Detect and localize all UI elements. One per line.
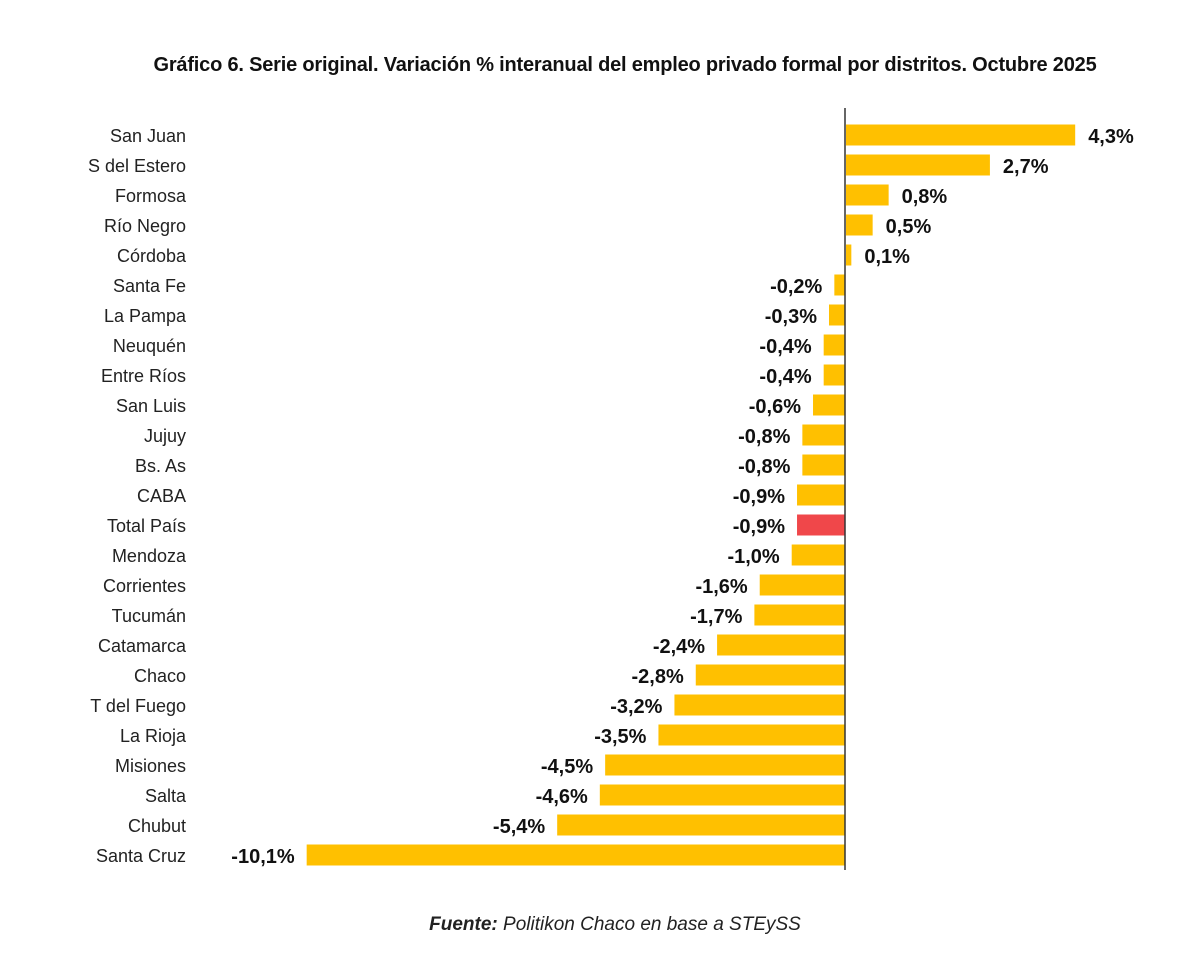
data-label: -0,3% — [765, 306, 817, 328]
data-label: 0,8% — [902, 186, 948, 208]
data-label: -3,5% — [594, 726, 646, 748]
bar — [599, 784, 845, 806]
bar — [829, 304, 845, 326]
category-label: Tucumán — [112, 606, 186, 626]
bar — [605, 754, 845, 776]
category-label: Bs. As — [135, 456, 186, 476]
category-label: CABA — [137, 486, 186, 506]
data-label: -0,4% — [759, 336, 811, 358]
bar — [759, 574, 845, 596]
category-label: Mendoza — [112, 546, 187, 566]
data-label: -0,8% — [738, 426, 790, 448]
data-label: -1,6% — [695, 576, 747, 598]
category-label: T del Fuego — [90, 696, 186, 716]
data-label: -1,7% — [690, 606, 742, 628]
data-label: -0,2% — [770, 276, 822, 298]
bar — [813, 394, 845, 416]
category-label: Santa Cruz — [96, 846, 186, 866]
bar — [557, 814, 845, 836]
data-label: -0,9% — [733, 486, 785, 508]
bar — [834, 274, 845, 296]
category-label: Salta — [145, 786, 187, 806]
bar — [802, 424, 845, 446]
data-label: 0,1% — [864, 246, 910, 268]
source-label: Fuente: — [429, 914, 498, 935]
data-label: -3,2% — [610, 696, 662, 718]
category-label: La Pampa — [104, 306, 187, 326]
data-label: -0,4% — [759, 366, 811, 388]
chart-source: Fuente: Politikon Chaco en base a STEySS — [0, 914, 1200, 936]
category-label: Santa Fe — [113, 276, 186, 296]
chart-title: Gráfico 6. Serie original. Variación % i… — [153, 54, 1097, 76]
category-label: Neuquén — [113, 336, 186, 356]
bar — [802, 454, 845, 476]
data-label: -10,1% — [231, 846, 295, 868]
category-label: San Luis — [116, 396, 186, 416]
data-label: -2,8% — [632, 666, 684, 688]
data-label: -4,6% — [536, 786, 588, 808]
category-label: S del Estero — [88, 156, 186, 176]
data-label: -2,4% — [653, 636, 705, 658]
category-label: Catamarca — [98, 636, 187, 656]
bar — [717, 634, 845, 656]
category-label: San Juan — [110, 126, 186, 146]
data-label: 0,5% — [886, 216, 932, 238]
bar — [797, 514, 845, 536]
bar — [797, 484, 845, 506]
category-label: Río Negro — [104, 216, 186, 236]
data-label: -1,0% — [727, 546, 779, 568]
data-label: -5,4% — [493, 816, 545, 838]
category-label: Misiones — [115, 756, 186, 776]
data-label: 4,3% — [1088, 126, 1134, 148]
bar — [846, 154, 990, 176]
data-label: -0,8% — [738, 456, 790, 478]
bar — [754, 604, 845, 626]
bar — [306, 844, 845, 866]
bar — [846, 214, 873, 236]
data-label: -0,6% — [749, 396, 801, 418]
bar — [674, 694, 845, 716]
bar — [846, 184, 889, 206]
category-label: Total País — [107, 516, 186, 536]
category-label: Chubut — [128, 816, 186, 836]
bar — [846, 244, 852, 266]
category-label: Córdoba — [117, 246, 187, 266]
bar — [823, 364, 845, 386]
category-label: Entre Ríos — [101, 366, 186, 386]
data-label: 2,7% — [1003, 156, 1049, 178]
category-label: Corrientes — [103, 576, 186, 596]
category-label: Chaco — [134, 666, 186, 686]
data-label: -0,9% — [733, 516, 785, 538]
data-label: -4,5% — [541, 756, 593, 778]
bar — [658, 724, 845, 746]
bar — [846, 124, 1076, 146]
category-label: Formosa — [115, 186, 187, 206]
category-label: La Rioja — [120, 726, 187, 746]
source-text: Politikon Chaco en base a STEySS — [497, 914, 801, 935]
bar — [695, 664, 845, 686]
category-label: Jujuy — [144, 426, 186, 446]
bar — [791, 544, 845, 566]
bar — [823, 334, 845, 356]
